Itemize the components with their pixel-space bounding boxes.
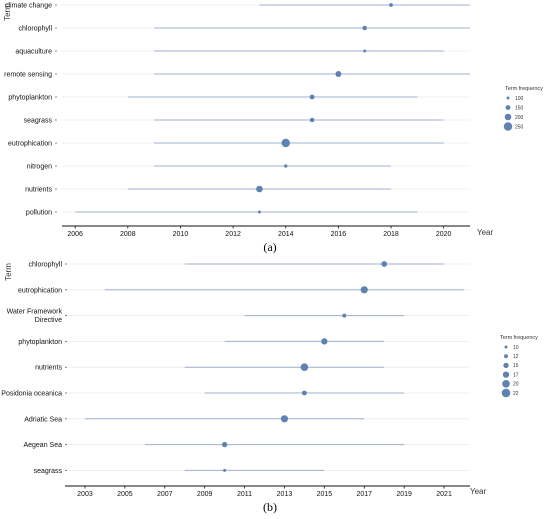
legend-symbol <box>505 105 511 110</box>
term-label: Aegean Sea <box>23 442 62 449</box>
term-label: climate change <box>5 3 52 10</box>
term-median-point <box>321 338 328 345</box>
term-median-point <box>301 390 307 396</box>
term-label: eutrophication <box>18 287 62 294</box>
x-tick-label: 2003 <box>77 491 93 498</box>
term-label: chlorophyll <box>29 262 63 269</box>
term-label: seagrass <box>24 118 53 125</box>
x-tick-label: 2012 <box>225 231 241 238</box>
term-median-point <box>363 49 367 53</box>
term-median-point <box>362 25 367 31</box>
x-tick-label: 2013 <box>277 491 293 498</box>
legend-symbol <box>503 362 509 369</box>
term-median-point <box>381 261 388 267</box>
term-median-point <box>389 3 393 7</box>
term-median-point <box>284 164 288 168</box>
x-tick-label: 2015 <box>317 491 333 498</box>
x-tick-label: 2017 <box>356 491 372 498</box>
legend-label: 200 <box>515 115 524 121</box>
term-median-point <box>256 185 263 193</box>
term-label: aquaculture <box>15 49 52 56</box>
x-tick-label: 2021 <box>436 491 452 498</box>
legend-label: 250 <box>515 124 524 130</box>
x-tick-label: 2005 <box>117 491 133 498</box>
legend-symbol <box>504 345 508 349</box>
term-label: nutrients <box>35 365 62 372</box>
term-median-point <box>281 138 290 148</box>
term-label: phytoplankton <box>8 95 52 102</box>
legend-symbol <box>502 379 510 388</box>
x-tick-label: 2020 <box>436 231 452 238</box>
legend-label: 17 <box>513 372 519 378</box>
legend-label: 150 <box>515 105 524 111</box>
term-median-point <box>223 468 227 472</box>
term-median-point <box>221 441 228 448</box>
term-median-point <box>280 415 289 423</box>
x-tick-label: 2009 <box>197 491 213 498</box>
term-label: Water Framework Directive <box>7 309 63 325</box>
x-axis-title: Year <box>470 487 487 496</box>
x-tick-label: 2019 <box>396 491 412 498</box>
x-tick-label: 2018 <box>383 231 399 238</box>
term-label: remote sensing <box>4 72 52 79</box>
legend-label: 12 <box>513 354 519 360</box>
legend-symbol <box>502 371 510 378</box>
y-axis-title: Term <box>3 3 12 21</box>
term-median-point <box>257 210 261 214</box>
term-label: chlorophyll <box>19 26 53 33</box>
panel-label-a: (a) <box>263 240 276 254</box>
term-median-point <box>335 71 342 77</box>
legend-label: 15 <box>513 363 519 369</box>
x-tick-label: 2006 <box>67 231 83 238</box>
term-median-point <box>309 117 315 123</box>
panel-a: climate change chlorophyll aquaculture remo… <box>3 3 543 255</box>
legend-symbol <box>506 96 510 100</box>
term-label: Adriatic Sea <box>24 416 62 423</box>
term-median-point <box>309 94 315 100</box>
x-tick-label: 2008 <box>120 231 136 238</box>
legend-label: 22 <box>513 391 519 397</box>
x-tick-label: 2007 <box>157 491 173 498</box>
y-axis-title: Term <box>4 263 13 281</box>
legend-a: Term frequency 100 150 200 250 <box>503 86 543 131</box>
legend-symbol <box>504 354 508 359</box>
term-median-point <box>360 286 368 294</box>
legend-label: 10 <box>513 345 519 351</box>
x-tick-label: 2014 <box>278 231 294 238</box>
legend-label: 100 <box>515 96 524 102</box>
panel-b: chlorophyll eutrophication Water Framework… <box>1 261 538 514</box>
term-label: nutrients <box>25 187 52 194</box>
term-median-point <box>300 363 309 372</box>
term-label: phytoplankton <box>18 339 62 346</box>
legend-title-a: Term frequency <box>505 86 543 92</box>
legend-symbol <box>501 388 511 398</box>
term-label: Posidonia oceanica <box>1 391 62 398</box>
x-tick-label: 2010 <box>173 231 189 238</box>
legend-symbol <box>503 122 513 131</box>
term-label: nitrogen <box>27 164 52 171</box>
x-tick-label: 2016 <box>331 231 347 238</box>
panel-label-b: (b) <box>263 500 277 514</box>
legend-symbol <box>504 113 512 121</box>
legend-label: 20 <box>513 382 519 388</box>
term-median-point <box>342 313 347 318</box>
legend-b: Term frequency 10 12 15 17 20 22 <box>500 335 538 398</box>
term-label: pollution <box>26 210 52 217</box>
term-label: seagrass <box>34 468 63 475</box>
legend-title-b: Term frequency <box>500 335 538 341</box>
x-axis-title: Year <box>477 228 494 237</box>
x-tick-label: 2011 <box>237 491 252 498</box>
term-label: eutrophication <box>8 141 52 148</box>
